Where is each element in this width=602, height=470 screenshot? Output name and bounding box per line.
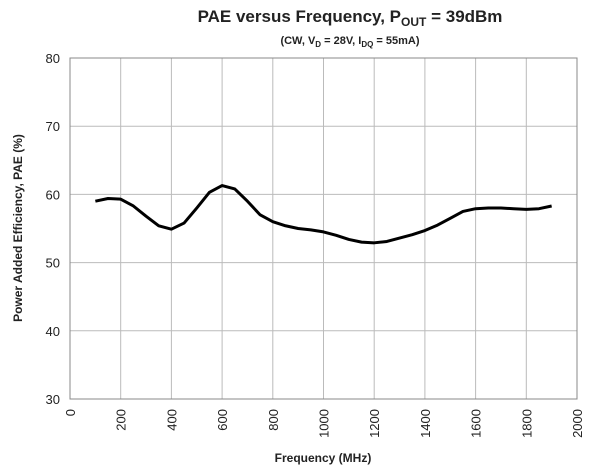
y-tick-label: 60: [46, 187, 60, 202]
x-tick-label: 1600: [469, 409, 484, 438]
x-tick-label: 1800: [519, 409, 534, 438]
x-tick-label: 0: [63, 409, 78, 416]
chart-subtitle: (CW, VD = 28V, IDQ = 55mA): [280, 35, 419, 49]
chart-title: PAE versus Frequency, POUT = 39dBm: [198, 7, 503, 29]
plot-border: [69, 57, 578, 400]
x-tick-label: 1000: [317, 409, 332, 438]
x-axis-label: Frequency (MHz): [275, 451, 372, 465]
x-tick-label: 1400: [418, 409, 433, 438]
y-tick-label: 70: [46, 119, 60, 134]
x-tick-label: 400: [164, 409, 179, 431]
y-tick-label: 40: [46, 324, 60, 339]
y-tick-label: 30: [46, 392, 60, 407]
x-tick-label: 200: [114, 409, 129, 431]
x-tick-label: 600: [215, 409, 230, 431]
y-axis-label: Power Added Efficiency, PAE (%): [11, 134, 25, 322]
x-tick-label: 1200: [367, 409, 382, 438]
y-tick-label: 80: [46, 51, 60, 66]
y-tick-label: 50: [46, 256, 60, 271]
x-tick-label: 800: [266, 409, 281, 431]
data-line: [95, 184, 552, 245]
x-tick-label: 2000: [570, 409, 585, 438]
